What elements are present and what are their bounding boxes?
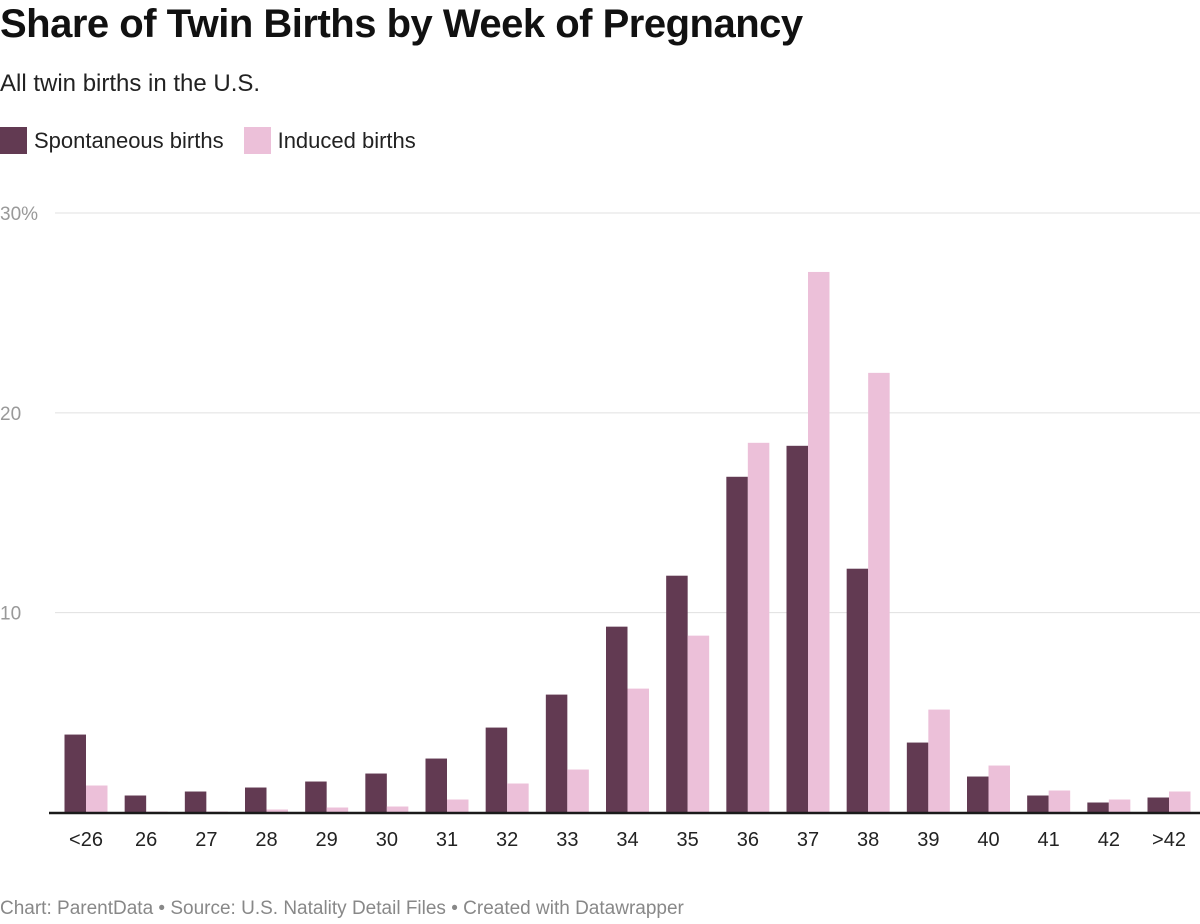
x-tick-label: >42 — [1152, 829, 1186, 851]
x-tick-label: 30 — [376, 829, 398, 851]
bar-spontaneous — [1027, 795, 1049, 813]
bar-spontaneous — [906, 742, 929, 813]
bar-spontaneous — [365, 773, 387, 813]
x-tick-label: 37 — [797, 829, 819, 851]
x-tick-label: 39 — [917, 829, 939, 851]
bar-spontaneous — [425, 758, 447, 813]
x-tick-label: 34 — [616, 829, 638, 851]
bar-induced — [447, 799, 469, 813]
bar-induced — [1108, 799, 1131, 813]
legend-item-induced: Induced births — [243, 127, 416, 154]
bar-induced — [326, 807, 349, 813]
legend-swatch — [0, 127, 27, 154]
bar-spontaneous — [305, 781, 327, 813]
bar-spontaneous — [846, 568, 869, 813]
legend-item-spontaneous: Spontaneous births — [0, 127, 224, 154]
legend: Spontaneous births Induced births — [0, 127, 436, 154]
chart-subtitle: All twin births in the U.S. — [0, 70, 261, 97]
x-tick-label: 27 — [195, 829, 217, 851]
bar-spontaneous — [245, 787, 267, 813]
bar-induced — [386, 806, 409, 813]
bar-induced — [808, 271, 830, 813]
legend-label: Induced births — [277, 127, 416, 153]
bar-spontaneous — [545, 694, 568, 813]
bar-induced — [627, 688, 649, 813]
bar-induced — [928, 709, 950, 813]
x-tick-label: 36 — [737, 829, 759, 851]
x-tick-label: 31 — [436, 829, 458, 851]
bar-spontaneous — [124, 795, 147, 813]
bar-induced — [868, 372, 890, 813]
bar-spontaneous — [64, 734, 86, 813]
bar-induced — [1169, 791, 1191, 813]
x-tick-label: 38 — [857, 829, 879, 851]
y-tick-label: 10 — [0, 604, 21, 625]
bar-spontaneous — [967, 776, 989, 813]
bar-spontaneous — [606, 626, 628, 813]
bar-induced — [86, 785, 108, 813]
bar-spontaneous — [1147, 797, 1169, 813]
y-tick-label: 20 — [0, 404, 21, 425]
legend-swatch — [243, 127, 271, 154]
x-tick-label: 32 — [496, 829, 518, 851]
x-tick-label: 28 — [255, 829, 277, 851]
bar-induced — [988, 765, 1010, 813]
bar-induced — [266, 809, 288, 813]
bar-induced — [687, 635, 710, 813]
legend-label: Spontaneous births — [34, 127, 224, 153]
x-tick-label: 35 — [677, 829, 699, 851]
footer-credits: Chart: ParentData • Source: U.S. Natalit… — [0, 898, 684, 919]
bar-spontaneous — [1087, 802, 1109, 813]
bar-induced — [747, 442, 770, 813]
bar-induced — [507, 783, 529, 813]
bar-spontaneous — [184, 791, 207, 813]
x-tick-label: 26 — [135, 829, 157, 851]
bar-spontaneous — [485, 727, 508, 813]
x-tick-label: 41 — [1038, 829, 1060, 851]
x-tick-label: 42 — [1098, 829, 1120, 851]
x-tick-label: 33 — [556, 829, 578, 851]
x-tick-label: <26 — [69, 829, 103, 851]
bar-induced — [1048, 790, 1071, 813]
x-tick-label: 29 — [316, 829, 338, 851]
bar-spontaneous — [666, 575, 688, 813]
chart-title: Share of Twin Births by Week of Pregnanc… — [0, 2, 803, 46]
bar-spontaneous — [786, 445, 808, 813]
bar-induced — [567, 769, 589, 813]
bar-spontaneous — [726, 476, 748, 813]
y-tick-label: 30% — [0, 204, 38, 225]
x-tick-label: 40 — [977, 829, 999, 851]
